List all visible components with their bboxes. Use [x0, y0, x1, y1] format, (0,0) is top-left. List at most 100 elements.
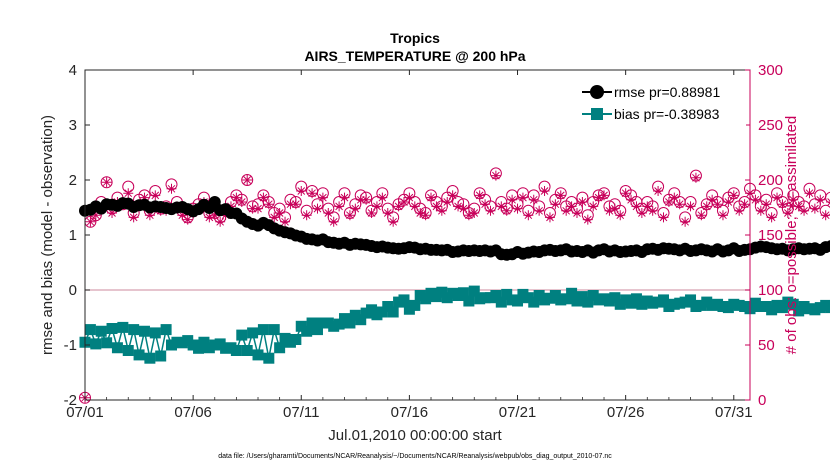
- assimilated-obs-point: [204, 212, 215, 223]
- assimilated-obs-point: [447, 190, 458, 201]
- assimilated-obs-point: [328, 216, 339, 227]
- assimilated-obs-point: [247, 203, 258, 214]
- y-axis-label: rmse and bias (model - observation): [39, 115, 56, 355]
- assimilated-obs-point: [561, 205, 572, 216]
- assimilated-obs-point: [312, 203, 323, 214]
- assimilated-obs-point: [604, 205, 615, 216]
- bias-point: [566, 287, 578, 299]
- bias-point: [490, 290, 502, 301]
- assimilated-obs-point: [577, 197, 588, 207]
- bias-point: [193, 342, 205, 354]
- assimilated-obs-point: [815, 194, 826, 205]
- bias-point: [236, 329, 248, 341]
- bias-point: [825, 302, 830, 314]
- assimilated-obs-point: [128, 212, 139, 223]
- bias-point: [241, 345, 253, 356]
- assimilated-obs-point: [626, 194, 637, 205]
- series-bias: [79, 285, 830, 364]
- bias-point: [609, 292, 621, 304]
- assimilated-obs-point: [539, 186, 550, 196]
- y-tick-label: 3: [69, 117, 77, 134]
- assimilated-obs-point: [409, 201, 420, 212]
- assimilated-obs-point: [788, 194, 799, 205]
- x-tick-label: 07/16: [391, 404, 429, 421]
- assimilated-obs-point: [317, 192, 328, 203]
- assimilated-obs-point: [507, 194, 518, 205]
- bias-point: [138, 325, 150, 337]
- assimilated-obs-point: [474, 190, 485, 201]
- assimilated-obs-point: [555, 190, 566, 201]
- assimilated-obs-point: [361, 194, 372, 205]
- assimilated-obs-point: [231, 192, 242, 203]
- bias-point: [398, 294, 410, 306]
- y-right-tick-label: 150: [758, 227, 783, 244]
- assimilated-obs-point: [323, 208, 334, 218]
- assimilated-obs-point: [274, 208, 285, 218]
- bias-point: [230, 345, 242, 356]
- assimilated-obs-point: [339, 192, 350, 203]
- assimilated-obs-point: [534, 205, 545, 216]
- assimilated-obs-point: [653, 186, 664, 196]
- x-tick-label: 07/21: [499, 404, 537, 421]
- assimilated-obs-point: [647, 205, 658, 216]
- assimilated-obs-point: [707, 194, 718, 205]
- bias-point: [468, 285, 480, 297]
- legend-bias-label: bias pr=-0.38983: [614, 106, 720, 122]
- assimilated-obs-point: [263, 199, 274, 210]
- assimilated-obs-point: [734, 205, 745, 216]
- assimilated-obs-point: [458, 203, 469, 214]
- bias-point: [101, 337, 113, 349]
- assimilated-obs-point: [712, 199, 723, 210]
- assimilated-obs-point: [566, 201, 577, 212]
- bias-point: [495, 296, 507, 308]
- assimilated-obs-point: [350, 203, 361, 214]
- assimilated-obs-point: [296, 186, 307, 196]
- assimilated-obs-point: [393, 201, 404, 212]
- assimilated-obs-point: [101, 177, 112, 188]
- assimilated-obs-point: [615, 210, 626, 221]
- bias-point: [787, 298, 799, 310]
- assimilated-obs-point: [371, 201, 382, 212]
- assimilated-obs-point: [685, 201, 696, 212]
- assimilated-obs-point: [717, 210, 728, 221]
- assimilated-obs-point: [285, 199, 296, 210]
- possible-obs-point: [100, 176, 113, 189]
- y-right-tick-label: 100: [758, 282, 783, 299]
- assimilated-obs-point: [550, 199, 561, 210]
- assimilated-obs-point: [166, 183, 177, 194]
- bias-point: [274, 342, 286, 354]
- assimilated-obs-point: [398, 197, 409, 207]
- assimilated-obs-point: [485, 205, 496, 216]
- bias-point: [457, 287, 469, 299]
- bias-point: [247, 327, 259, 339]
- bias-point: [290, 334, 302, 345]
- assimilated-obs-point: [123, 188, 134, 199]
- assimilated-obs-point: [144, 210, 155, 221]
- y-right-tick-label: 0: [758, 392, 766, 409]
- assimilated-obs-point: [663, 197, 674, 207]
- bias-point: [106, 323, 118, 334]
- assimilated-obs-point: [388, 216, 399, 227]
- assimilated-obs-point: [344, 210, 355, 221]
- legend-rmse-marker: [590, 85, 604, 99]
- assimilated-obs-point: [415, 208, 426, 218]
- assimilated-obs-point: [242, 175, 253, 185]
- bias-point: [155, 350, 167, 362]
- bias-point: [582, 296, 594, 308]
- y-axis-label-right: # of obs: o=possible; ∗=assimilated: [783, 116, 800, 355]
- bias-point: [122, 345, 134, 356]
- x-tick-label: 07/06: [174, 404, 212, 421]
- assimilated-obs-point: [436, 205, 447, 216]
- assimilated-obs-point: [355, 194, 366, 205]
- assimilated-obs-point: [225, 201, 236, 212]
- bias-point: [149, 327, 161, 339]
- assimilated-obs-point: [377, 192, 388, 203]
- y-right-tick-label: 50: [758, 337, 775, 354]
- y-right-tick-label: 300: [758, 62, 783, 79]
- legend-bias-marker: [591, 108, 603, 120]
- bias-point: [144, 352, 156, 364]
- bias-point: [252, 349, 264, 361]
- bias-point: [160, 324, 172, 336]
- assimilated-obs-point: [680, 216, 691, 227]
